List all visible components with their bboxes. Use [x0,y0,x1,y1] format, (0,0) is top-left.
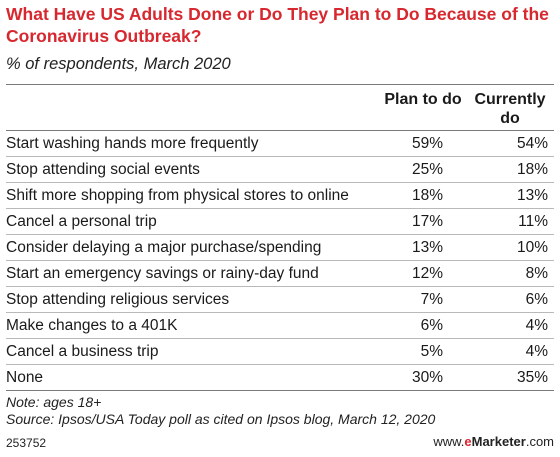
plan-value: 5% [420,343,443,360]
plan-value: 7% [420,291,443,308]
table-row: Make changes to a 401K 6% 4% [6,313,554,339]
table-row: Start washing hands more frequently 59% 54… [6,131,554,157]
current-value: 18% [516,161,548,178]
row-label: Shift more shopping from physical stores… [6,187,349,204]
current-value: 13% [516,187,548,204]
table-row: Shift more shopping from physical stores… [6,183,554,209]
current-value: 35% [516,369,548,386]
current-value: 4% [525,317,548,334]
row-label: Stop attending social events [6,161,200,178]
table-row: None 30% 35% [6,365,554,391]
row-label: Consider delaying a major purchase/spend… [6,239,322,256]
plan-value: 12% [411,265,443,282]
current-value: 54% [516,135,548,152]
current-value: 11% [518,213,548,230]
row-label: Cancel a business trip [6,343,159,360]
brand-suffix: .com [525,434,554,449]
chart-title: What Have US Adults Done or Do They Plan… [6,4,549,46]
brand-prefix: www. [433,434,465,449]
row-label: Start washing hands more frequently [6,135,259,152]
chart-notes: Note: ages 18+ Source: Ipsos/USA Today p… [6,394,435,428]
current-value: 8% [525,265,548,282]
row-label: Make changes to a 401K [6,317,178,334]
plan-value: 18% [411,187,443,204]
row-label: Start an emergency savings or rainy-day … [6,265,319,282]
data-table: Plan to do Currently do Start washing ha… [6,84,554,391]
table-row: Cancel a business trip 5% 4% [6,339,554,365]
plan-value: 17% [411,213,443,230]
source-text: Source: Ipsos/USA Today poll as cited on… [6,411,436,427]
row-label: Stop attending religious services [6,291,230,308]
plan-value: 25% [411,161,443,178]
brand-name: Marketer [471,434,526,449]
chart-subtitle: % of respondents, March 2020 [6,55,231,73]
column-header-plan: Plan to do [384,91,462,108]
brand-logo: www.eMarketer.com [433,434,554,449]
table-row: Stop attending social events 25% 18% [6,157,554,183]
table-row: Stop attending religious services 7% 6% [6,287,554,313]
current-value: 6% [525,291,548,308]
current-value: 10% [516,239,548,256]
table-body: Start washing hands more frequently 59% 54… [6,131,554,391]
chart-id: 253752 [6,436,47,450]
current-value: 4% [525,343,548,360]
row-label: None [6,369,44,386]
table-row: Consider delaying a major purchase/spend… [6,235,554,261]
plan-value: 6% [420,317,443,334]
column-header-current: Currently do [474,91,546,127]
table-row: Cancel a personal trip 17% 11% [6,209,554,235]
row-label: Cancel a personal trip [6,213,157,230]
plan-value: 30% [411,369,443,386]
plan-value: 13% [411,239,443,256]
table-row: Start an emergency savings or rainy-day … [6,261,554,287]
brand-e: e [464,434,472,449]
plan-value: 59% [411,135,443,152]
note-text: Note: ages 18+ [6,394,102,410]
table-header: Plan to do Currently do [6,84,554,131]
